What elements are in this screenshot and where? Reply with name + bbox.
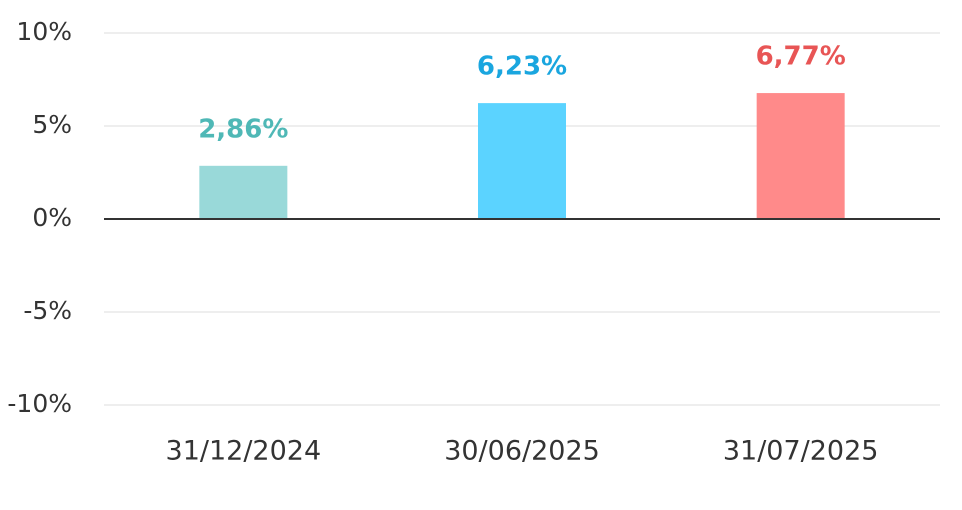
y-tick-label: -10% — [7, 389, 72, 418]
x-tick-label: 30/06/2025 — [444, 436, 600, 467]
value-label: 6,77% — [756, 42, 846, 72]
bar — [478, 103, 566, 219]
y-tick-label: 10% — [16, 17, 72, 46]
bar — [199, 165, 288, 219]
bar — [756, 93, 845, 219]
y-tick-label: 0% — [32, 203, 72, 232]
x-tick-label: 31/12/2024 — [166, 436, 322, 467]
y-tick-label: -5% — [23, 296, 72, 325]
value-label: 6,23% — [477, 52, 567, 82]
value-label: 2,86% — [198, 114, 288, 144]
x-tick-label: 31/07/2025 — [723, 436, 879, 467]
y-tick-label: 5% — [32, 110, 72, 139]
